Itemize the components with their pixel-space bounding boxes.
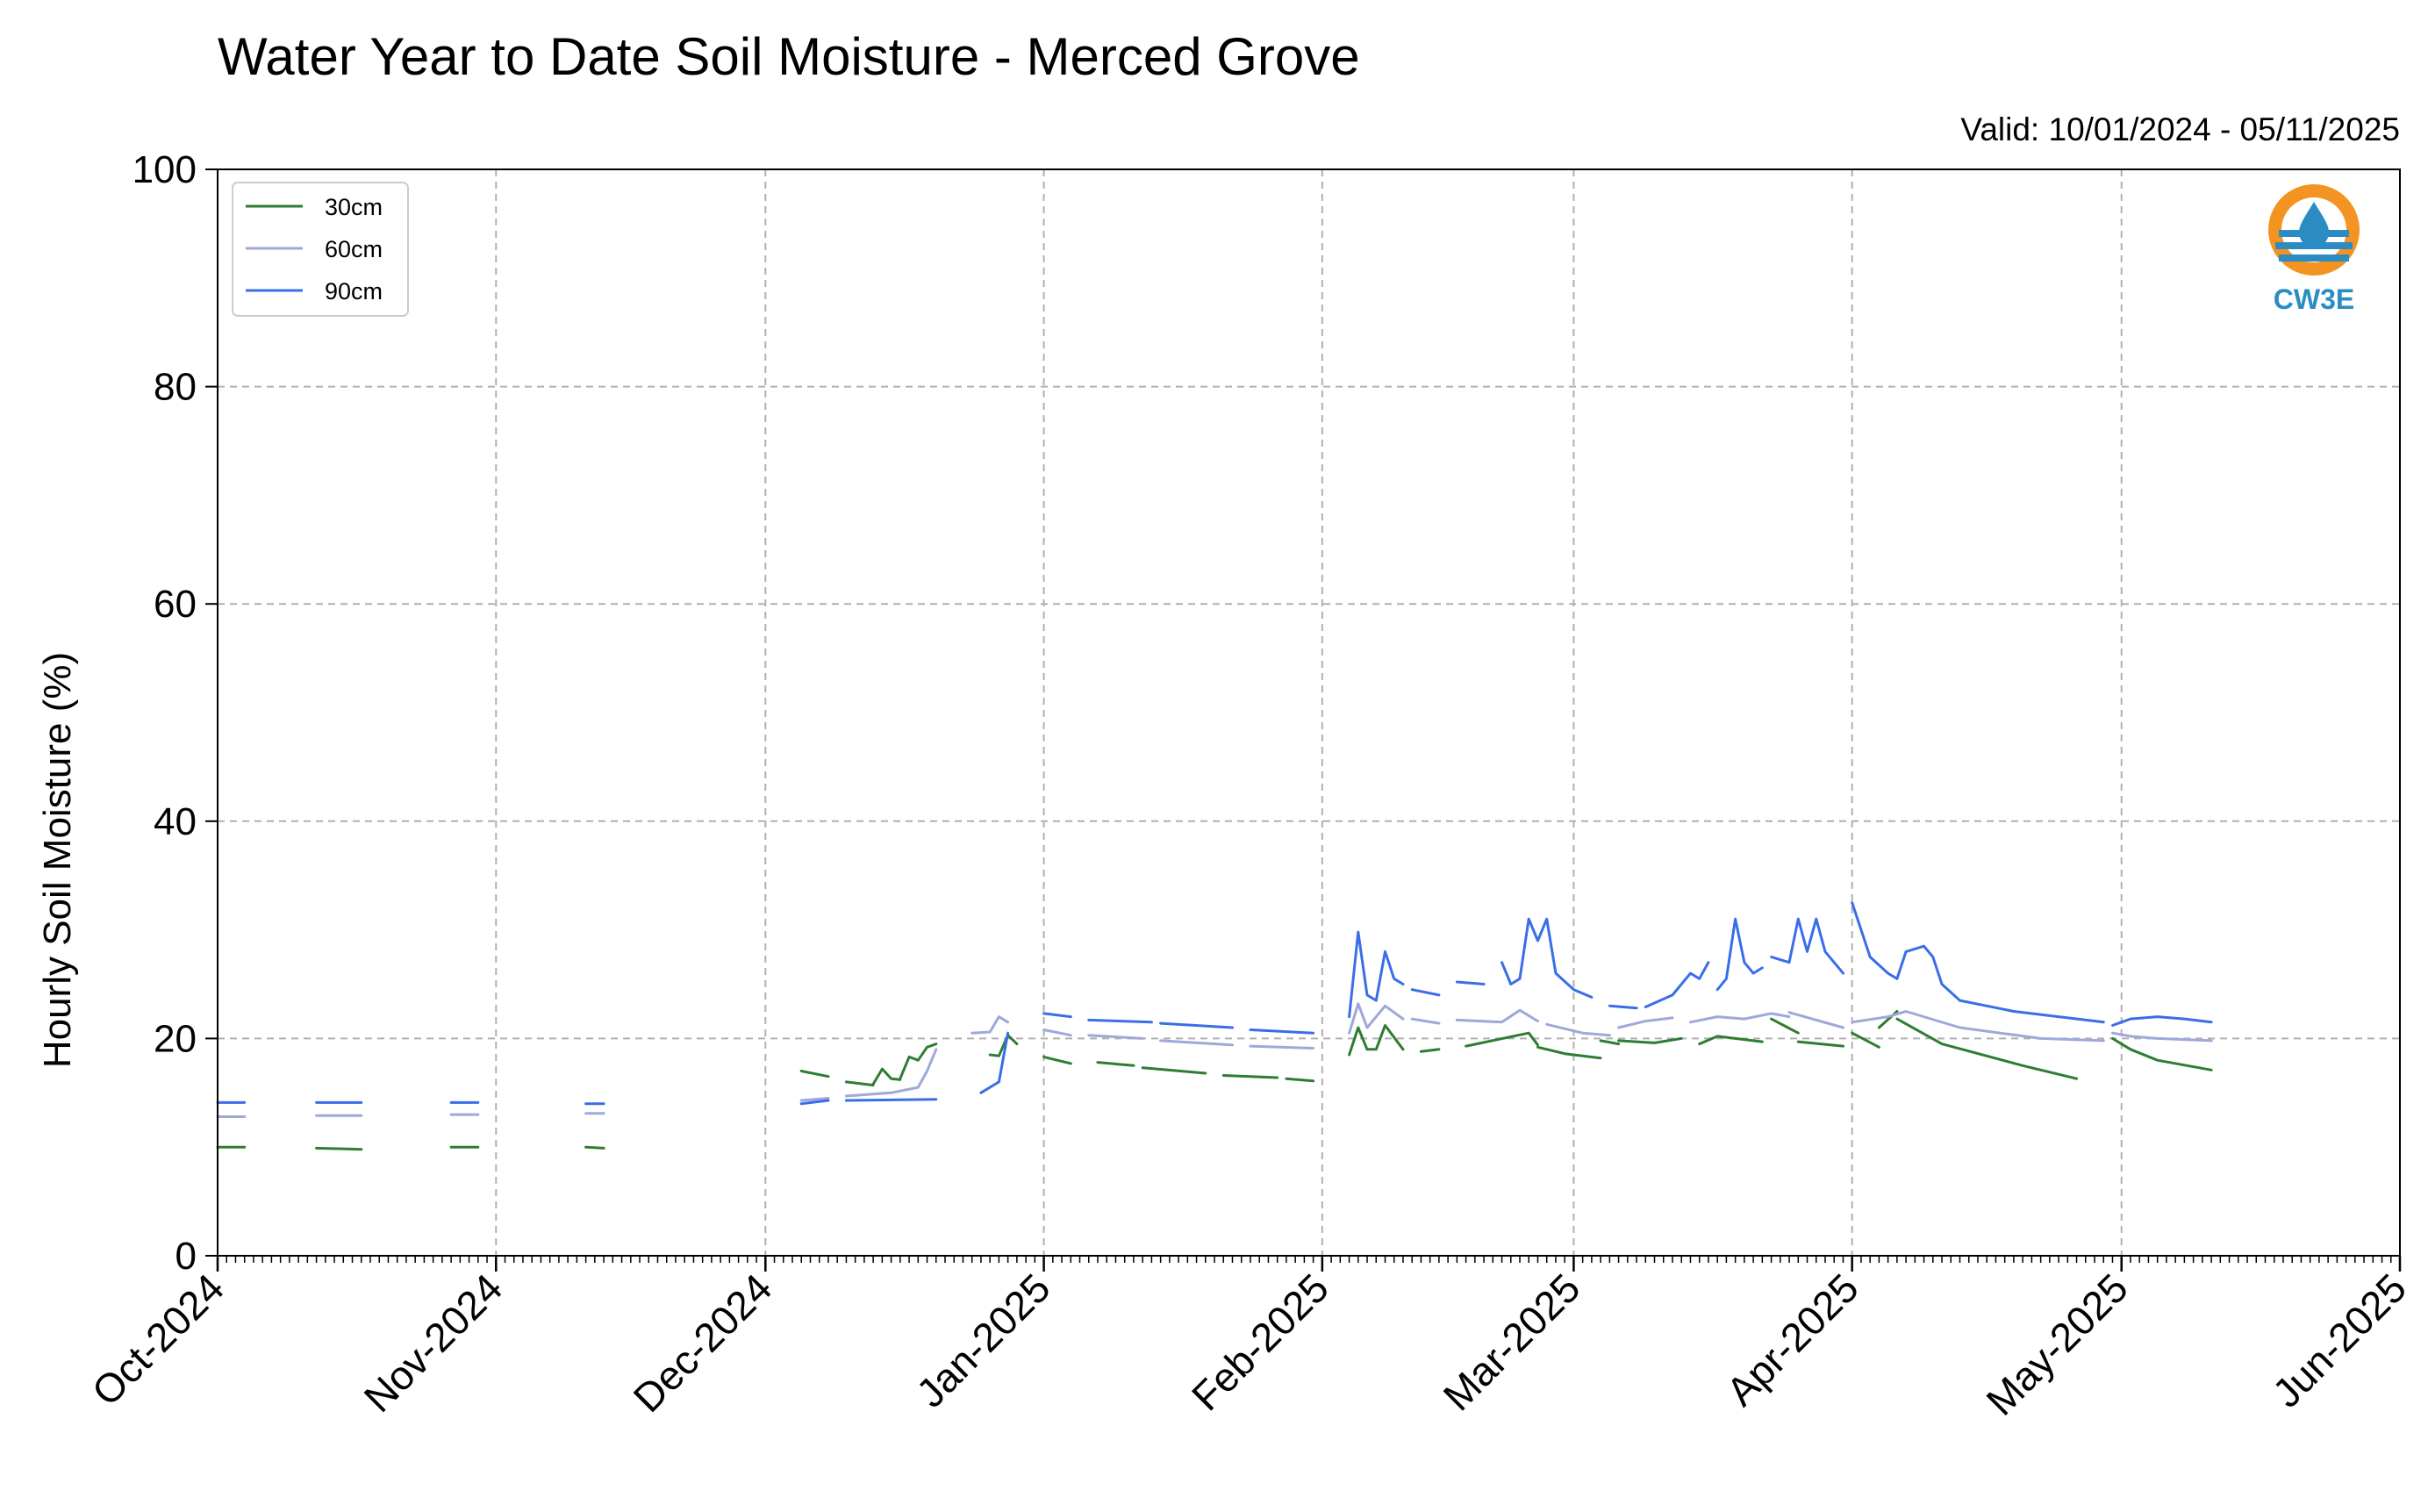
y-tick-label: 0: [175, 1235, 197, 1278]
series-segment-90cm: [1455, 980, 1486, 985]
series-segment-90cm: [1715, 917, 1764, 992]
series-segment-60cm: [1851, 1010, 2105, 1043]
x-tick-label: Dec-2024: [625, 1265, 781, 1421]
plot-frame: [217, 168, 2401, 1257]
series-segment-60cm: [1410, 1017, 1441, 1025]
series-segment-90cm: [1644, 961, 1710, 1008]
series-segment-90cm: [2111, 1015, 2213, 1027]
legend-label-60cm: 60cm: [325, 236, 383, 262]
x-tick-label: Nov-2024: [355, 1265, 512, 1421]
series-segment-90cm: [979, 1031, 1010, 1094]
valid-range-label: Valid: 10/01/2024 - 05/11/2025: [1960, 111, 2400, 147]
series-segment-60cm: [970, 1015, 1010, 1035]
series-segment-30cm: [1221, 1074, 1279, 1079]
series-segment-60cm: [1617, 1016, 1674, 1029]
series-segment-60cm: [1249, 1044, 1315, 1050]
series-segment-60cm: [1689, 1012, 1791, 1024]
series-segment-30cm: [1141, 1066, 1207, 1075]
grid-lines: [218, 169, 2400, 1256]
series-segment-90cm: [1042, 1012, 1072, 1019]
series-segment-30cm: [1796, 1040, 1844, 1048]
y-tick-label: 20: [154, 1017, 197, 1060]
y-tick-label: 60: [154, 583, 197, 626]
series-segment-90cm: [1159, 1021, 1234, 1029]
series-segment-30cm: [315, 1146, 363, 1151]
plot-area: [216, 901, 2213, 1151]
series-segment-60cm: [799, 1097, 830, 1102]
series-segment-30cm: [1599, 1039, 1621, 1046]
series-90cm: [216, 901, 2213, 1106]
x-axis: Oct-2024 Nov-2024 Dec-2024 Jan-2025 Feb-2025…: [83, 1256, 2415, 1424]
series-segment-30cm: [1770, 1017, 1800, 1035]
logo-text: CW3E: [2274, 283, 2354, 315]
series-segment-90cm: [1087, 1018, 1153, 1024]
x-tick-label: Oct-2024: [83, 1265, 233, 1415]
x-tick-label: Feb-2025: [1183, 1265, 1337, 1419]
legend: 30cm 60cm 90cm: [232, 182, 409, 317]
series-segment-90cm: [1410, 988, 1441, 997]
y-tick-label: 80: [154, 366, 197, 409]
series-segment-90cm: [1608, 1004, 1638, 1010]
series-60cm: [216, 1002, 2213, 1118]
y-tick-label: 40: [154, 800, 197, 843]
chart-title: Water Year to Date Soil Moisture - Merce…: [218, 27, 1360, 86]
y-tick-label: 100: [133, 148, 197, 191]
series-segment-60cm: [1159, 1039, 1234, 1047]
series-segment-60cm: [1455, 1008, 1539, 1024]
y-axis-label: Hourly Soil Moisture (%): [36, 652, 79, 1068]
series-segment-30cm: [1096, 1061, 1135, 1067]
series-segment-30cm: [1617, 1036, 1683, 1044]
series-segment-30cm: [1536, 1045, 1602, 1060]
series-segment-30cm: [899, 1043, 938, 1080]
series-segment-30cm: [1895, 1017, 2079, 1080]
series-30cm: [216, 1010, 2213, 1151]
series-segment-30cm: [871, 1067, 902, 1086]
series-segment-90cm: [799, 1099, 830, 1106]
series-segment-60cm: [1087, 1034, 1144, 1040]
series-segment-30cm: [1419, 1048, 1441, 1053]
series-segment-30cm: [584, 1145, 605, 1150]
legend-label-90cm: 90cm: [325, 278, 383, 305]
legend-label-30cm: 30cm: [325, 194, 383, 220]
series-segment-90cm: [1348, 930, 1405, 1019]
series-segment-30cm: [1348, 1024, 1405, 1057]
series-segment-90cm: [1500, 917, 1594, 999]
series-segment-30cm: [1465, 1031, 1539, 1048]
series-segment-60cm: [844, 1048, 938, 1098]
x-tick-label: May-2025: [1977, 1265, 2136, 1423]
series-segment-30cm: [1042, 1055, 1072, 1065]
series-segment-60cm: [1348, 1002, 1405, 1035]
series-segment-30cm: [1285, 1077, 1315, 1083]
series-segment-60cm: [1787, 1011, 1844, 1029]
series-segment-60cm: [1545, 1022, 1611, 1037]
x-tick-label: Jan-2025: [907, 1265, 1058, 1415]
series-segment-90cm: [1770, 917, 1844, 975]
x-tick-label: Jun-2025: [2264, 1265, 2415, 1415]
series-segment-30cm: [2111, 1036, 2213, 1071]
series-segment-30cm: [1851, 1031, 1880, 1049]
x-tick-label: Apr-2025: [1717, 1265, 1867, 1415]
series-segment-90cm: [1249, 1028, 1315, 1035]
series-segment-30cm: [988, 1034, 1019, 1057]
y-axis: 0 20 40 60 80 100: [133, 148, 218, 1278]
series-segment-30cm: [799, 1070, 830, 1078]
series-segment-60cm: [1042, 1028, 1072, 1037]
series-segment-60cm: [2111, 1031, 2213, 1043]
logo-drop-icon: [2299, 202, 2329, 247]
series-segment-30cm: [844, 1080, 875, 1087]
cw3e-logo: CW3E: [2268, 184, 2360, 315]
legend-box: [232, 182, 409, 317]
series-segment-30cm: [1698, 1035, 1764, 1046]
series-segment-90cm: [1851, 901, 2105, 1024]
x-tick-label: Mar-2025: [1435, 1265, 1589, 1419]
